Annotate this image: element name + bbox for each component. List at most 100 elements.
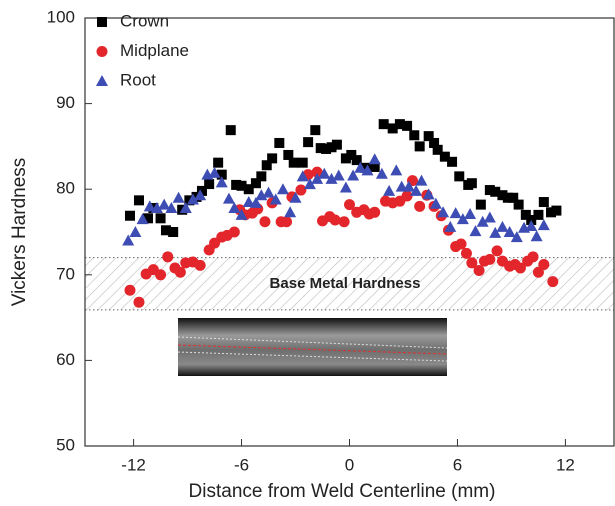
circle-marker [209, 237, 221, 249]
square-marker [439, 151, 450, 162]
triangle-marker [429, 197, 442, 209]
circle-marker [295, 184, 307, 196]
square-marker [274, 137, 285, 148]
triangle-marker [242, 196, 255, 208]
circle-marker [155, 269, 167, 281]
triangle-marker [172, 191, 185, 203]
triangle-marker [410, 184, 423, 196]
triangle-marker [129, 226, 142, 237]
circle-marker [514, 262, 526, 274]
circle-marker [174, 266, 186, 278]
triangle-marker [262, 186, 275, 198]
square-marker [432, 144, 443, 155]
triangle-marker [311, 172, 324, 184]
square-marker [520, 209, 531, 220]
y-tick-label: 70 [56, 264, 75, 283]
square-marker [303, 137, 314, 148]
triangle-marker [215, 176, 228, 188]
x-axis-title: Distance from Weld Centerline (mm) [189, 481, 496, 502]
square-marker [243, 184, 254, 195]
circle-marker [538, 259, 550, 271]
square-marker [155, 213, 166, 224]
marks [122, 119, 562, 308]
triangle-marker [530, 230, 543, 242]
square-marker [394, 119, 405, 130]
triangle-marker [361, 164, 374, 176]
triangle-marker [444, 220, 457, 232]
circle-marker [281, 216, 293, 228]
square-marker [533, 209, 544, 220]
triangle-marker [318, 167, 331, 179]
circle-marker [124, 284, 136, 296]
legend-label: Crown [120, 11, 169, 30]
circle-marker [473, 265, 485, 277]
triangle-marker [496, 220, 509, 232]
band-label: Base Metal Hardness [270, 275, 421, 292]
triangle-marker [303, 178, 316, 190]
square-marker [236, 180, 247, 191]
square-marker [133, 195, 144, 206]
square-marker [267, 153, 278, 164]
square-marker [369, 161, 380, 172]
square-marker [160, 225, 171, 236]
square-marker [283, 149, 294, 160]
legend-label: Midplane [120, 41, 189, 60]
square-marker [414, 141, 425, 152]
x-tick-label: 6 [453, 455, 462, 474]
square-marker [216, 169, 227, 180]
triangle-marker [476, 215, 489, 227]
triangle-marker [150, 202, 163, 214]
triangle-marker [469, 225, 482, 237]
triangle-marker [375, 167, 388, 179]
square-marker [513, 199, 524, 210]
square-marker [454, 171, 465, 182]
inset-image [177, 318, 448, 376]
x-tick-label: -12 [121, 455, 146, 474]
triangle-marker [347, 169, 360, 181]
circle-marker [532, 266, 544, 278]
triangle-marker [510, 231, 523, 243]
square-marker [346, 149, 357, 160]
square-marker [447, 156, 458, 167]
triangle-marker [339, 181, 352, 193]
square-marker [497, 190, 508, 201]
square-marker [331, 139, 342, 150]
circle-marker [527, 251, 539, 263]
triangle-marker [136, 213, 149, 225]
square-marker [321, 143, 332, 154]
triangle-marker [269, 193, 282, 205]
triangle-marker [354, 161, 367, 173]
triangle-marker [390, 164, 403, 176]
triangle-marker [284, 206, 297, 218]
triangle-marker [422, 188, 435, 200]
square-marker [423, 131, 434, 142]
square-marker [546, 207, 557, 218]
legend-marker [96, 75, 108, 86]
square-marker [204, 179, 215, 190]
square-marker [466, 178, 477, 189]
triangle-marker [143, 200, 156, 212]
triangle-marker [383, 184, 396, 196]
circle-marker [194, 259, 206, 271]
square-marker [409, 130, 420, 141]
circle-marker [466, 257, 478, 269]
legend-marker [97, 17, 107, 27]
triangle-marker [525, 220, 538, 232]
square-marker [256, 171, 267, 182]
circle-marker [329, 214, 341, 226]
circle-marker [414, 200, 426, 212]
triangle-marker [296, 170, 309, 182]
x-tick-label: -6 [234, 455, 249, 474]
triangle-marker [437, 206, 450, 218]
triangle-marker [489, 226, 502, 238]
y-axis-title: Vickers Hardness [9, 158, 30, 307]
square-marker [340, 153, 351, 164]
triangle-marker [122, 234, 135, 246]
square-marker [225, 125, 236, 136]
triangle-marker [186, 193, 199, 205]
square-marker [168, 227, 179, 237]
triangle-marker [456, 213, 469, 225]
square-marker [213, 157, 224, 168]
triangle-marker [165, 202, 178, 214]
